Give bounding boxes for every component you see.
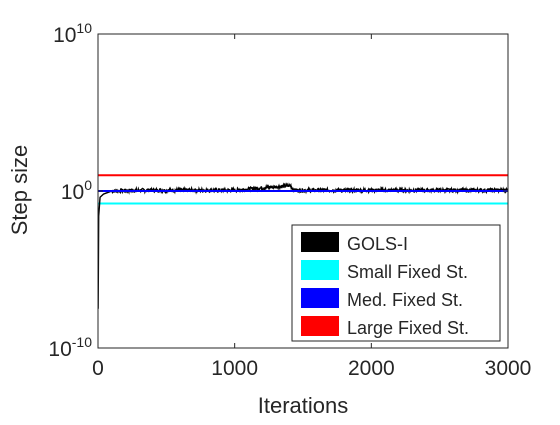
- legend-swatch: [301, 232, 339, 252]
- legend-swatch: [301, 288, 339, 308]
- x-axis-label: Iterations: [258, 393, 349, 418]
- legend-label: Med. Fixed St.: [347, 290, 463, 310]
- y-axis-label: Step size: [7, 145, 32, 236]
- legend-label: Small Fixed St.: [347, 262, 468, 282]
- x-tick-label: 2000: [348, 357, 395, 380]
- x-tick-label: 0: [92, 357, 104, 380]
- plot-layer: [98, 174, 508, 309]
- legend-label: Large Fixed St.: [347, 318, 469, 338]
- legend-swatch: [301, 316, 339, 336]
- y-tick-label: 100: [61, 177, 92, 204]
- y-tick-label: 10-10: [48, 334, 92, 361]
- legend: GOLS-I Small Fixed St. Med. Fixed St. Large…: [291, 224, 501, 342]
- x-tick-label: 3000: [485, 357, 532, 380]
- legend-label: GOLS-I: [347, 234, 408, 254]
- legend-swatch: [301, 260, 339, 280]
- x-tick-label: 1000: [211, 357, 258, 380]
- y-tick-label: 1010: [53, 20, 92, 47]
- axes-layer: 0 1000 2000 3000 10-10 100 1010: [48, 20, 531, 380]
